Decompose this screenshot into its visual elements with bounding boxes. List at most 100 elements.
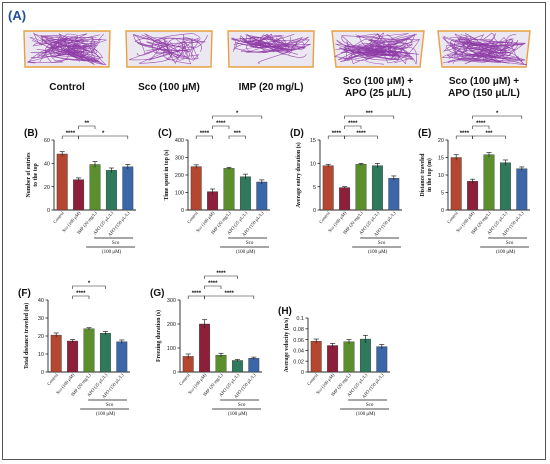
sig-label: *** (366, 111, 374, 117)
y-tick-label: 0 (173, 370, 176, 376)
sig-label: **** (216, 121, 226, 127)
sig-bracket (344, 125, 362, 129)
bar (376, 346, 388, 373)
y-tick-label: 300 (167, 298, 176, 304)
track-label-apo25: Sco (100 μM) + APO (25 μL/L) (326, 76, 430, 100)
sig-bracket (204, 285, 222, 289)
y-tick-label: 40 (44, 162, 50, 168)
panel-label: (G) (150, 288, 164, 299)
sig-bracket (472, 125, 490, 129)
y-tick-label: 0 (41, 370, 44, 376)
y-tick-label: 20 (438, 138, 444, 144)
swim-path (343, 38, 421, 65)
chart-g: (G) 0 100 200 300 Freezing duration (s) Contro… (150, 271, 262, 417)
sig-bracket (344, 135, 378, 139)
sig-bracket (195, 135, 213, 139)
figure-border (2, 2, 546, 460)
y-tick-label: 0 (441, 208, 444, 214)
y-tick-label: 10 (38, 352, 44, 358)
y-tick-label: 200 (175, 173, 184, 179)
bar (310, 341, 322, 373)
track-svg-apo25 (331, 30, 425, 68)
y-axis-label-line: Freezing duration (s) (155, 310, 162, 362)
y-tick-label: 10 (438, 173, 444, 179)
y-axis-label: Freezing duration (s) (155, 310, 162, 362)
bar (67, 340, 79, 373)
sig-bracket (228, 135, 246, 139)
sig-bracket (78, 135, 129, 139)
bar (199, 323, 211, 373)
sig-bracket (204, 295, 255, 299)
bar (83, 328, 95, 373)
bar (327, 345, 339, 373)
y-tick-label: 0 (301, 370, 304, 376)
swim-path (443, 37, 506, 60)
swim-path (128, 33, 201, 61)
x-tick-label: Control (178, 372, 191, 387)
track-svg-control (23, 30, 111, 68)
chart-d: (D) 0 5 10 15 Average entry duration (s) Contr… (290, 111, 402, 255)
sig-label: * (88, 281, 91, 287)
x-tick-label: Control (46, 372, 59, 387)
swim-path (240, 34, 309, 55)
sig-label: **** (460, 131, 470, 137)
group-sublabel: (100 μM) (228, 412, 248, 417)
sig-bracket (344, 115, 395, 119)
y-tick-label: 60 (44, 138, 50, 144)
sig-label: *** (485, 131, 493, 137)
group-sublabel: (100 μM) (96, 412, 116, 417)
panel-a-label: (A) (8, 8, 27, 23)
sig-label: **** (192, 291, 202, 297)
sig-label: * (496, 111, 499, 117)
y-axis-label-line: in the top (m) (426, 158, 433, 192)
y-tick-label: 0.1 (296, 316, 304, 322)
swim-path (133, 33, 194, 65)
bar (388, 178, 400, 211)
y-axis-label: Distance traveledin the top (m) (420, 153, 433, 197)
bar (343, 341, 355, 373)
sig-bracket (212, 125, 230, 129)
y-tick-label: 0.04 (293, 349, 304, 355)
y-tick-label: 40 (38, 298, 44, 304)
bar (231, 360, 243, 373)
bar (99, 333, 111, 373)
track-label-apo150-line1: Sco (100 μM) + (448, 76, 520, 87)
bar (89, 164, 101, 211)
swim-path (243, 35, 291, 53)
track-label-sco: Sco (100 μM) (138, 82, 200, 93)
chart-c: (C) 0 100 200 300 400 Time spent in top (s) Con… (158, 111, 270, 255)
bar (50, 334, 62, 373)
group-sublabel: (100 μM) (236, 250, 256, 255)
track-image-control (22, 28, 112, 70)
sig-bracket (78, 125, 96, 129)
sig-label: **** (225, 291, 235, 297)
bar (215, 355, 227, 373)
y-tick-label: 10 (310, 162, 316, 168)
group-sublabel: (100 μM) (356, 412, 376, 417)
bar (105, 170, 117, 211)
swim-path (231, 37, 305, 64)
swim-path (39, 34, 90, 62)
bar (467, 181, 479, 211)
track-label-apo25-line2: APO (25 μL/L) (344, 88, 412, 99)
y-tick-label: 200 (167, 322, 176, 328)
swim-path (447, 41, 526, 63)
bar (516, 168, 528, 211)
y-tick-label: 15 (438, 156, 444, 162)
swim-path (447, 39, 523, 65)
y-tick-label: 5 (441, 191, 444, 197)
x-tick-label: Control (52, 210, 65, 225)
y-axis-label: Average entry duration (s) (295, 142, 302, 207)
sig-label: * (236, 111, 239, 117)
bar (339, 187, 351, 211)
y-tick-label: 400 (175, 138, 184, 144)
chart-f: (F) 0 10 20 30 40 Total distance traveled (m) C… (18, 281, 130, 417)
y-axis-label-line: Total distance traveled (m) (23, 303, 30, 369)
bar (256, 181, 268, 211)
track-label-control: Control (49, 82, 85, 93)
sig-bracket (72, 285, 106, 289)
bar (450, 157, 462, 211)
group-label: Sco (506, 241, 514, 246)
track-label-apo150: Sco (100 μM) + APO (150 μL/L) (432, 76, 536, 100)
swim-path (137, 34, 208, 65)
